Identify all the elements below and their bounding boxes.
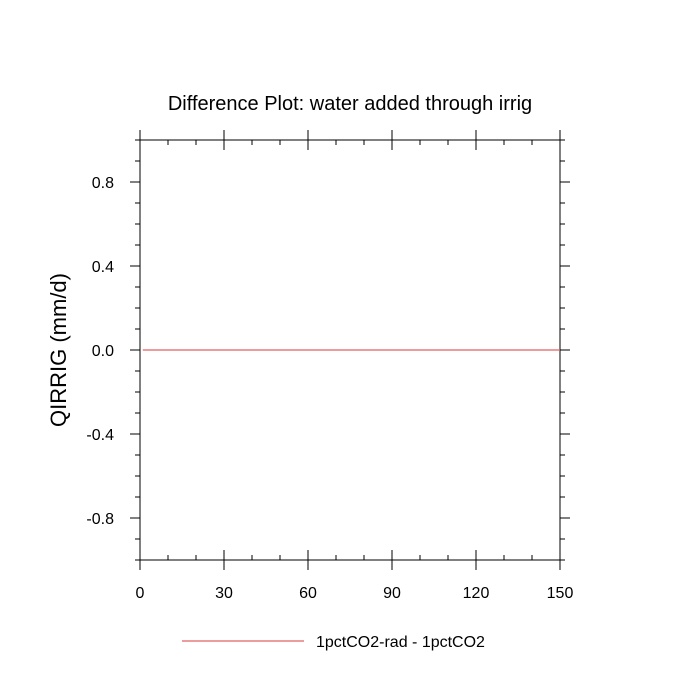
y-tick-label: 0.4 bbox=[92, 259, 114, 276]
y-tick-label: 0.8 bbox=[92, 175, 114, 192]
y-tick-label: 0.0 bbox=[92, 343, 114, 360]
x-tick-label: 120 bbox=[463, 585, 490, 602]
legend: 1pctCO2-rad - 1pctCO2 bbox=[182, 634, 485, 651]
y-tick-label: -0.8 bbox=[86, 511, 114, 528]
legend-label: 1pctCO2-rad - 1pctCO2 bbox=[316, 634, 485, 651]
x-tick-label: 150 bbox=[547, 585, 574, 602]
major-ticks bbox=[130, 130, 570, 570]
y-tick-label: -0.4 bbox=[86, 427, 114, 444]
chart-title: Difference Plot: water added through irr… bbox=[168, 93, 532, 115]
x-tick-label: 0 bbox=[136, 585, 145, 602]
y-tick-labels: 0.8 0.4 0.0 -0.4 -0.8 bbox=[86, 175, 114, 528]
y-axis-label: QIRRIG (mm/d) bbox=[46, 273, 71, 427]
x-tick-label: 30 bbox=[215, 585, 233, 602]
x-tick-labels: 0 30 60 90 120 150 bbox=[136, 585, 574, 602]
x-tick-label: 90 bbox=[383, 585, 401, 602]
minor-ticks bbox=[135, 139, 565, 561]
x-tick-label: 60 bbox=[299, 585, 317, 602]
